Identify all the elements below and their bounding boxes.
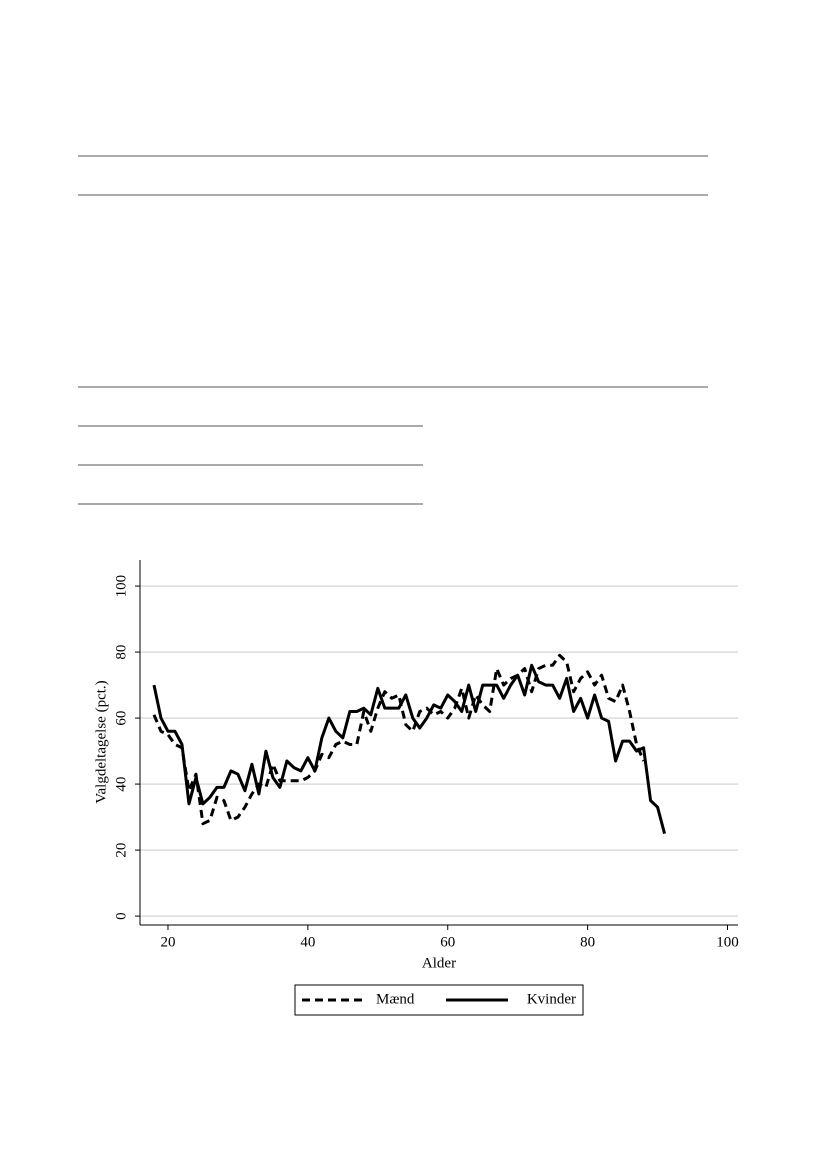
y-axis-label: Valgdeltagelse (pct.) [93,680,109,803]
series-line [152,653,645,826]
x-tick-label: 40 [300,934,315,950]
legend-box [294,984,584,1016]
y-tick-label: 40 [113,777,129,792]
series-line [152,663,667,834]
x-tick-label: 100 [716,934,739,950]
x-axis-label: Alder [422,955,456,971]
y-tick-label: 80 [113,645,129,660]
y-tick-label: 100 [113,575,129,598]
y-tick-label: 20 [113,843,129,858]
x-tick-label: 20 [160,934,175,950]
x-tick-label: 60 [440,934,455,950]
y-tick-label: 60 [113,711,129,726]
y-tick-label: 0 [113,912,129,920]
x-tick-label: 80 [580,934,595,950]
legend-label: Kvinder [527,991,576,1007]
legend-label: Mænd [376,991,415,1007]
